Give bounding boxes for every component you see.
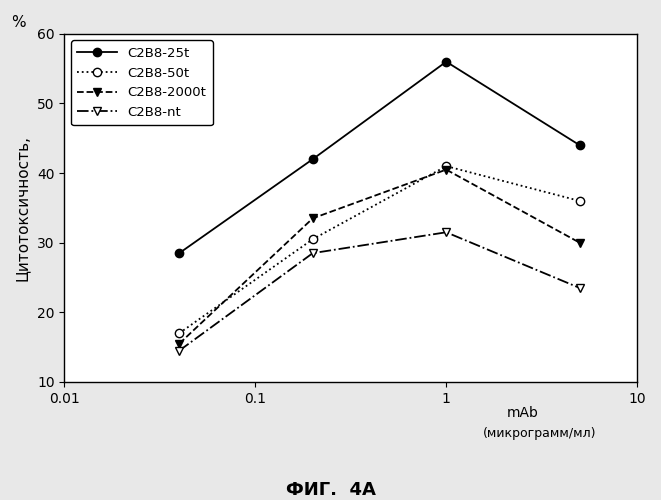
C2B8-50t	[309, 236, 317, 242]
C2B8-nt	[442, 230, 450, 235]
Text: mAb: mAb	[507, 406, 539, 420]
Text: (микрограмм/мл): (микрограмм/мл)	[483, 427, 596, 440]
C2B8-25t	[576, 142, 584, 148]
Line: C2B8-25t: C2B8-25t	[175, 58, 584, 258]
Line: C2B8-nt: C2B8-nt	[175, 228, 584, 355]
C2B8-2000t	[175, 340, 183, 346]
C2B8-2000t	[309, 216, 317, 222]
C2B8-50t	[175, 330, 183, 336]
Line: C2B8-50t: C2B8-50t	[175, 162, 584, 338]
C2B8-nt	[309, 250, 317, 256]
C2B8-2000t	[442, 166, 450, 172]
C2B8-2000t	[576, 240, 584, 246]
Line: C2B8-2000t: C2B8-2000t	[175, 166, 584, 348]
Y-axis label: Цитотоксичность,: Цитотоксичность,	[15, 135, 30, 281]
C2B8-50t	[576, 198, 584, 204]
C2B8-25t	[175, 250, 183, 256]
C2B8-nt	[576, 285, 584, 291]
C2B8-25t	[309, 156, 317, 162]
Legend: C2B8-25t, C2B8-50t, C2B8-2000t, C2B8-nt: C2B8-25t, C2B8-50t, C2B8-2000t, C2B8-nt	[71, 40, 213, 125]
C2B8-25t	[442, 58, 450, 64]
Text: %: %	[11, 16, 26, 30]
Text: ФИГ.  4А: ФИГ. 4А	[286, 481, 375, 499]
C2B8-nt	[175, 348, 183, 354]
C2B8-50t	[442, 163, 450, 169]
